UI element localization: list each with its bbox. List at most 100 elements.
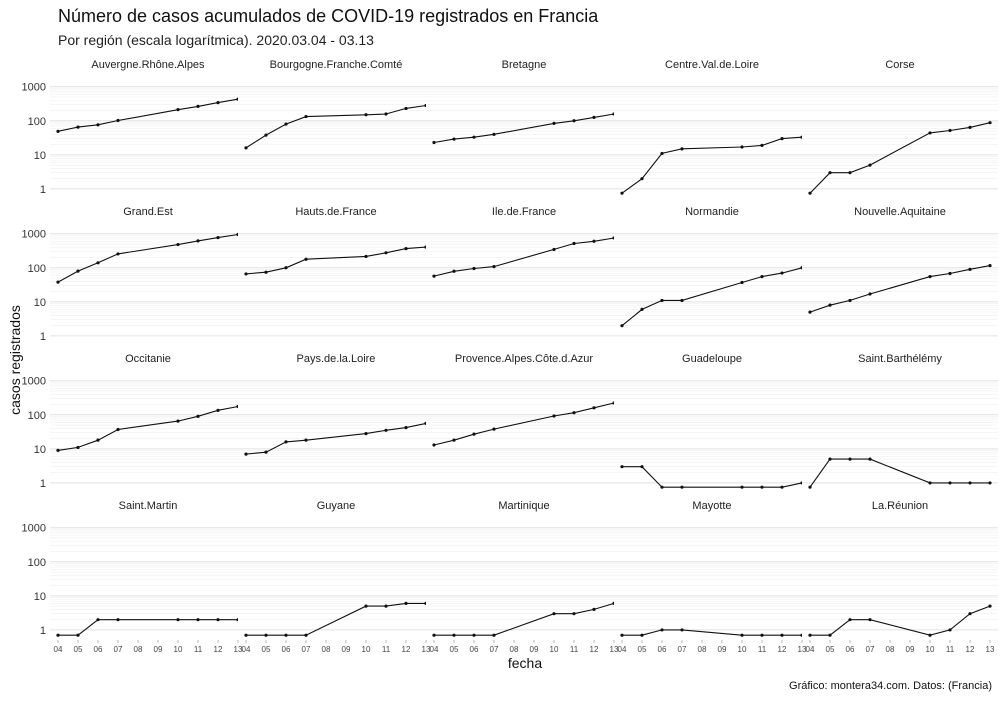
x-tick-label: 12 <box>402 645 411 654</box>
data-point <box>472 633 476 637</box>
data-point <box>96 618 100 622</box>
data-point <box>176 108 180 112</box>
data-point <box>848 171 852 175</box>
facet-label: Saint.Barthélémy <box>858 353 942 365</box>
data-point <box>760 633 764 637</box>
data-point <box>552 612 556 616</box>
data-point <box>928 633 932 637</box>
data-point <box>680 298 684 303</box>
panel-background <box>50 376 246 492</box>
panel-background <box>614 82 810 198</box>
panel-Guyane: Guyane 04 05 06 07 08 09 10 11 12 13 <box>238 500 434 654</box>
data-point <box>216 235 220 240</box>
data-point <box>304 438 308 442</box>
x-tick-label: 08 <box>886 645 895 654</box>
x-tick-label: 12 <box>214 645 223 654</box>
x-tick-label: 07 <box>678 645 687 654</box>
series-line <box>433 113 615 144</box>
data-point <box>284 122 288 126</box>
panel-Bretagne: Bretagne <box>426 59 622 198</box>
y-tick-label: 1000 <box>22 229 46 241</box>
data-point <box>116 618 120 622</box>
series-line <box>809 265 991 313</box>
x-tick-label: 12 <box>966 645 975 654</box>
data-point <box>492 265 496 269</box>
data-point <box>592 115 596 119</box>
y-tick-label: 100 <box>28 557 46 569</box>
data-point <box>968 481 972 485</box>
data-point <box>988 263 992 268</box>
x-tick-label: 11 <box>570 645 579 654</box>
data-point <box>452 438 456 442</box>
x-tick-label: 08 <box>134 645 143 654</box>
x-tick-label: 13 <box>610 645 619 654</box>
data-point <box>264 633 268 637</box>
data-point <box>808 633 812 637</box>
data-point <box>680 628 684 632</box>
y-tick-label: 10 <box>34 297 46 309</box>
facet-label: Saint.Martin <box>119 500 178 512</box>
data-point <box>56 633 60 637</box>
data-point <box>492 633 496 637</box>
x-tick-label: 09 <box>530 645 539 654</box>
data-point <box>176 618 180 622</box>
data-point <box>620 191 624 195</box>
panel-background <box>238 229 434 345</box>
data-point <box>740 280 744 285</box>
panel-background <box>802 523 998 639</box>
x-tick-label: 11 <box>194 645 203 654</box>
data-point <box>264 450 268 454</box>
facet-label: Bretagne <box>502 59 547 71</box>
series-line <box>621 267 803 327</box>
data-point <box>364 432 368 436</box>
facet-label: Guadeloupe <box>682 353 742 365</box>
series-line <box>433 402 615 446</box>
facet-label: Normandie <box>685 206 739 218</box>
data-point <box>432 140 436 145</box>
x-tick-label: 08 <box>322 645 331 654</box>
x-tick-label: 05 <box>74 645 83 654</box>
panel-Hauts.de.France: Hauts.de.France <box>238 206 434 345</box>
panel-background <box>614 523 810 639</box>
facet-label: Bourgogne.Franche.Comté <box>270 59 403 71</box>
y-tick-label: 1 <box>40 331 46 343</box>
data-point <box>640 633 644 637</box>
x-tick-label: 09 <box>154 645 163 654</box>
data-point <box>492 427 496 431</box>
data-point <box>304 114 308 119</box>
series-line <box>433 237 615 277</box>
panel-Nouvelle.Aquitaine: Nouvelle.Aquitaine <box>802 206 998 345</box>
data-point <box>96 261 100 265</box>
data-point <box>492 132 496 136</box>
y-tick-label: 100 <box>28 116 46 128</box>
data-point <box>472 432 476 436</box>
y-tick-label: 100 <box>28 263 46 275</box>
panel-background <box>426 229 622 345</box>
x-tick-label: 11 <box>758 645 767 654</box>
panel-Normandie: Normandie <box>614 206 810 345</box>
data-point <box>848 298 852 303</box>
data-point <box>472 266 476 271</box>
facet-label: Mayotte <box>692 500 731 512</box>
x-tick-label: 10 <box>738 645 747 654</box>
data-point <box>264 270 268 274</box>
data-point <box>868 618 872 622</box>
y-tick-label: 1 <box>40 478 46 490</box>
x-tick-label: 07 <box>302 645 311 654</box>
facet-label: La.Réunion <box>872 500 928 512</box>
data-point <box>116 252 120 256</box>
data-point <box>244 452 248 456</box>
data-point <box>780 633 784 637</box>
x-tick-label: 04 <box>618 645 627 654</box>
y-tick-label: 100 <box>28 410 46 422</box>
facet-label: Martinique <box>498 500 549 512</box>
data-point <box>96 438 100 442</box>
chart-caption: Gráfico: montera34.com. Datos: (Francia) <box>789 680 992 692</box>
data-point <box>620 324 624 328</box>
y-tick-label: 1 <box>40 184 46 196</box>
data-point <box>116 118 120 123</box>
data-point <box>56 280 60 284</box>
facet-label: Auvergne.Rhône.Alpes <box>91 59 205 71</box>
y-tick-label: 1000 <box>22 82 46 94</box>
